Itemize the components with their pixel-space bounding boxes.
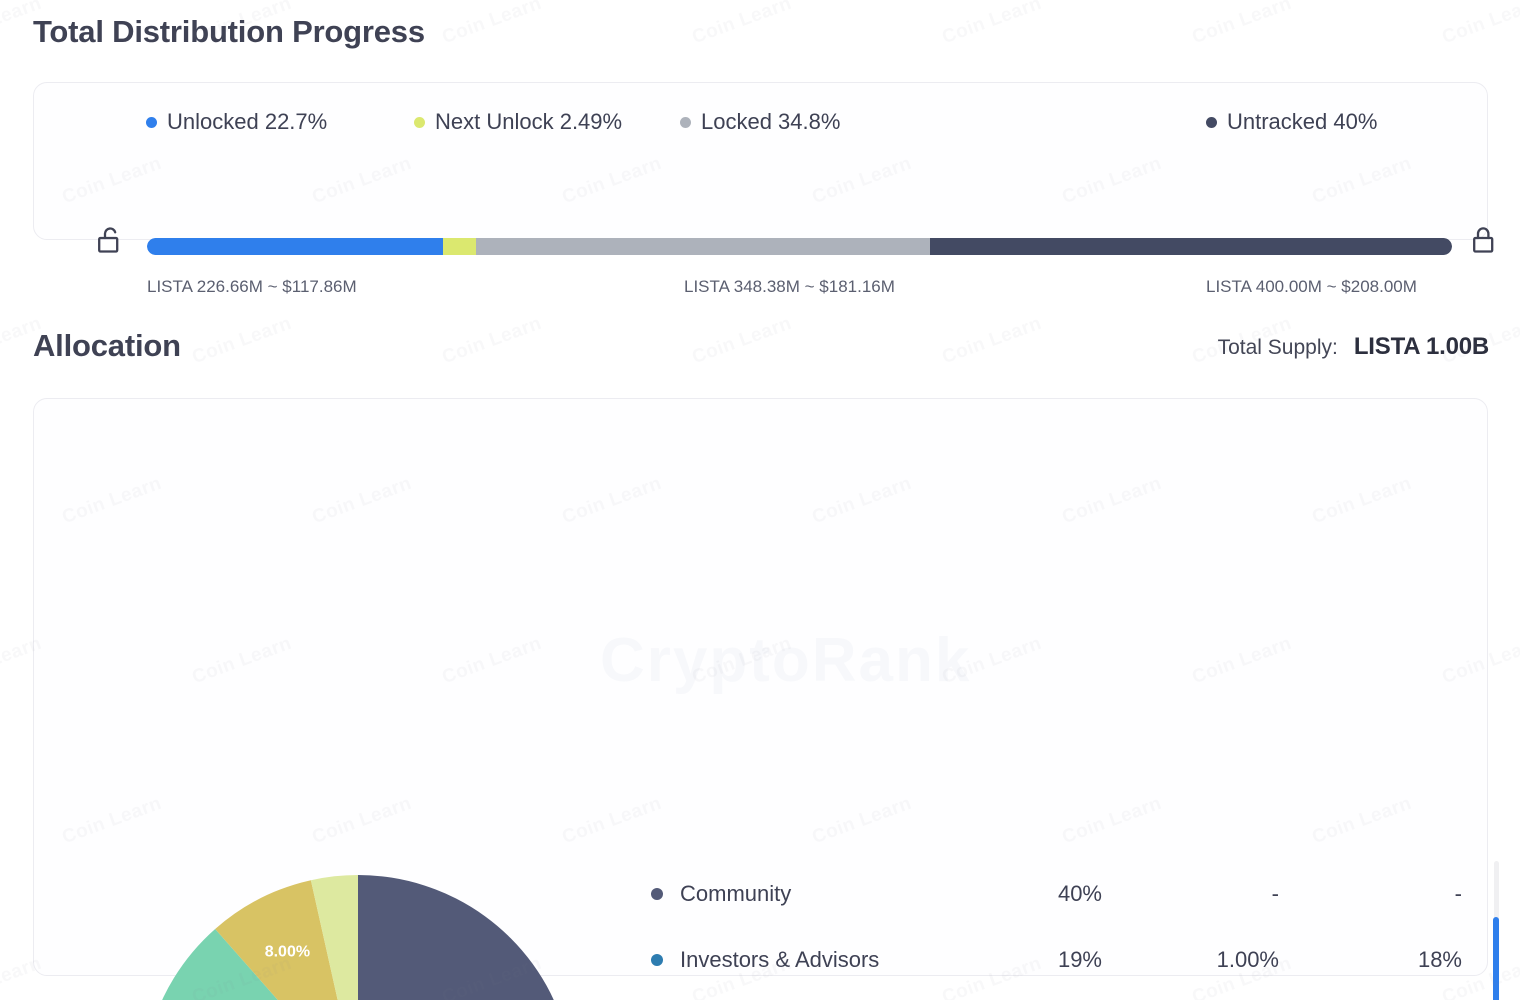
legend-item-untracked[interactable]: Untracked 40% xyxy=(1206,109,1377,135)
legend-item-locked[interactable]: Locked 34.8% xyxy=(680,109,840,135)
distribution-progress-bar[interactable] xyxy=(147,238,1452,255)
row-locked: - xyxy=(1454,881,1462,906)
legend-dot-locked xyxy=(680,116,691,128)
row-name: Investors & Advisors xyxy=(680,947,880,972)
progress-segment-locked xyxy=(475,238,930,255)
allocation-title: Allocation xyxy=(33,328,181,363)
progress-segment-next-unlock xyxy=(443,238,476,255)
row-unlocked: - xyxy=(1271,881,1279,906)
distribution-progress-card: Unlocked 22.7% Next Unlock 2.49% Locked … xyxy=(33,82,1494,296)
legend-label-locked: Locked 34.8% xyxy=(701,109,841,134)
row-unlocked: 1.00% xyxy=(1216,947,1279,972)
bar-amount-untracked: LISTA 400.00M ~ $208.00M xyxy=(1206,277,1417,296)
row-allocation: 19% xyxy=(1057,947,1102,972)
legend-label-unlocked: Unlocked 22.7% xyxy=(167,109,328,134)
allocation-donut-chart[interactable]: 40%19%10%10%9.50%8.00% xyxy=(109,839,609,1000)
donut-slice[interactable] xyxy=(358,875,574,1000)
total-supply-label: Total Supply: xyxy=(1217,336,1338,359)
legend-dot-next-unlock xyxy=(414,116,425,128)
legend-dot-untracked xyxy=(1206,116,1217,128)
bar-amount-locked: LISTA 348.38M ~ $181.16M xyxy=(684,277,895,296)
row-locked: 18% xyxy=(1417,947,1462,972)
total-supply-value: LISTA 1.00B xyxy=(1353,333,1489,360)
total-supply: Total Supply: LISTA 1.00B xyxy=(1217,333,1490,361)
page-title: Total Distribution Progress xyxy=(33,14,425,49)
donut-slice-label: 8.00% xyxy=(265,944,310,961)
distribution-legend: Unlocked 22.7% Next Unlock 2.49% Locked … xyxy=(114,109,1424,139)
donut-slice[interactable] xyxy=(149,928,315,1000)
legend-dot-unlocked xyxy=(146,116,157,128)
allocation-table: Community 40% - - Investors & Advisors 19% 1.0… xyxy=(651,861,1466,1000)
legend-label-untracked: Untracked 40% xyxy=(1227,109,1378,134)
row-name: Community xyxy=(680,881,792,906)
row-color-dot xyxy=(651,888,663,900)
row-color-dot xyxy=(651,954,663,966)
allocation-scrollbar-thumb[interactable] xyxy=(1493,917,1499,1000)
table-row[interactable]: Community 40% - - xyxy=(651,861,1466,927)
bar-amount-unlocked: LISTA 226.66M ~ $117.86M xyxy=(147,277,357,296)
row-allocation: 40% xyxy=(1057,881,1102,906)
allocation-card: 40%19%10%10%9.50%8.00% Community 40% - - Inv… xyxy=(33,398,1499,1000)
legend-label-next-unlock: Next Unlock 2.49% xyxy=(435,109,623,134)
legend-item-unlocked[interactable]: Unlocked 22.7% xyxy=(146,109,327,135)
table-row[interactable]: Investors & Advisors 19% 1.00% 18% xyxy=(651,927,1466,993)
unlock-icon xyxy=(96,225,124,262)
progress-segment-unlocked xyxy=(147,238,444,255)
donut-slice[interactable] xyxy=(310,875,358,1000)
table-row[interactable]: Airdrop10%8.50%1.50% xyxy=(651,993,1466,1000)
progress-segment-untracked xyxy=(929,238,1452,255)
lock-icon xyxy=(1470,225,1498,262)
legend-item-next-unlock[interactable]: Next Unlock 2.49% xyxy=(414,109,622,135)
donut-slice[interactable] xyxy=(215,880,344,1000)
